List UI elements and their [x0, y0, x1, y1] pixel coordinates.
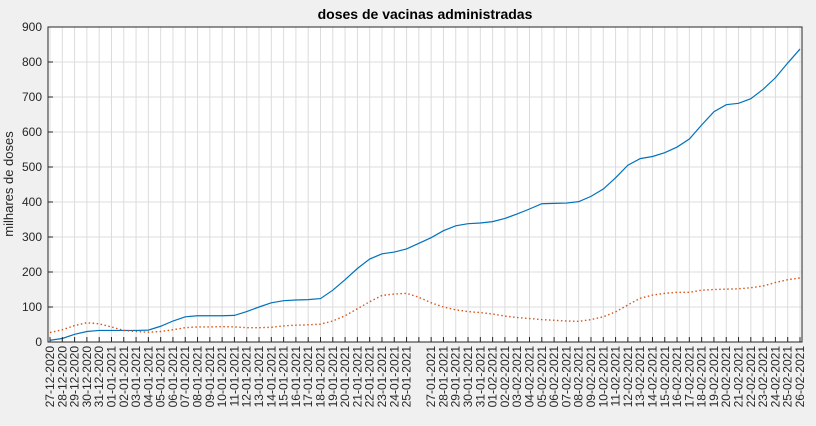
- x-tick-label: 12-02-2021: [621, 346, 635, 408]
- x-tick-label: 19-02-2021: [707, 346, 721, 408]
- x-tick-label: 11-01-2021: [227, 346, 241, 407]
- x-tick-label: 13-01-2021: [252, 346, 266, 408]
- x-tick-label: 28-12-2020: [55, 346, 69, 408]
- x-tick-label: 23-02-2021: [756, 346, 770, 408]
- x-tick-label: 18-01-2021: [313, 346, 327, 408]
- x-tick-label: 02-01-2021: [117, 346, 131, 408]
- y-tick-label: 700: [22, 90, 42, 104]
- plot-area: [48, 27, 802, 342]
- x-tick-label: 15-02-2021: [658, 346, 672, 408]
- tick-marks: [48, 26, 801, 343]
- x-tick-label: 15-01-2021: [277, 346, 291, 408]
- x-tick-label: 29-12-2020: [68, 346, 82, 408]
- y-tick-label: 300: [22, 230, 42, 244]
- x-tick-label: 18-02-2021: [695, 346, 709, 408]
- x-tick-label: 27-12-2020: [43, 346, 57, 408]
- x-tick-label: 31-01-2021: [473, 346, 487, 408]
- x-tick-label: 27-01-2021: [424, 346, 438, 408]
- x-tick-label: 13-02-2021: [633, 346, 647, 408]
- x-tick-label: 04-01-2021: [141, 346, 155, 408]
- x-tick-label: 08-01-2021: [191, 346, 205, 408]
- x-tick-label: 07-01-2021: [178, 346, 192, 408]
- x-tick-label: 30-12-2020: [80, 346, 94, 408]
- x-tick-label: 20-01-2021: [338, 346, 352, 408]
- x-tick-label: 12-01-2021: [240, 346, 254, 408]
- x-tick-label: 11-02-2021: [609, 346, 623, 407]
- x-tick-label: 05-02-2021: [535, 346, 549, 408]
- x-tick-label: 22-02-2021: [744, 346, 758, 408]
- x-tick-label: 04-02-2021: [523, 346, 537, 408]
- series-0-line: [49, 48, 801, 341]
- y-tick-label: 100: [22, 300, 42, 314]
- y-tick-label: 600: [22, 125, 42, 139]
- plot-frame: [47, 26, 803, 343]
- chart-title: doses de vacinas administradas: [318, 6, 533, 22]
- x-tick-label: 22-01-2021: [363, 346, 377, 408]
- y-axis-label: milhares de doses: [1, 131, 16, 237]
- x-tick-label: 24-01-2021: [387, 346, 401, 408]
- y-tick-label: 800: [22, 55, 42, 69]
- series-layer: [49, 48, 801, 341]
- x-tick-label: 16-01-2021: [289, 346, 303, 408]
- x-tick-label: 08-02-2021: [572, 346, 586, 408]
- x-tick-label: 25-01-2021: [400, 346, 414, 408]
- x-tick-label: 17-02-2021: [682, 346, 696, 408]
- x-tick-label: 06-01-2021: [166, 346, 180, 408]
- x-tick-label: 17-01-2021: [301, 346, 315, 408]
- x-tick-label: 03-01-2021: [129, 346, 143, 408]
- x-tick-label: 10-01-2021: [215, 346, 229, 408]
- x-tick-label: 03-02-2021: [510, 346, 524, 408]
- x-tick-label: 26-02-2021: [793, 346, 807, 408]
- x-tick-label: 14-01-2021: [264, 346, 278, 408]
- y-tick-label: 500: [22, 160, 42, 174]
- x-tick-label: 09-02-2021: [584, 346, 598, 408]
- y-tick-label: 900: [22, 20, 42, 34]
- x-tick-label: 01-02-2021: [486, 346, 500, 408]
- y-tick-labels: 0 100 200 300 400 500 600 700 800 900: [22, 20, 42, 349]
- x-tick-label: 31-12-2020: [92, 346, 106, 408]
- x-tick-label: 10-02-2021: [596, 346, 610, 408]
- y-tick-label: 200: [22, 265, 42, 279]
- x-tick-label: 21-01-2021: [350, 346, 364, 408]
- x-tick-label: 02-02-2021: [498, 346, 512, 408]
- x-tick-labels: 27-12-202028-12-202029-12-202030-12-2020…: [43, 346, 807, 408]
- x-tick-label: 25-02-2021: [781, 346, 795, 408]
- x-tick-label: 07-02-2021: [559, 346, 573, 408]
- x-tick-label: 16-02-2021: [670, 346, 684, 408]
- x-tick-label: 20-02-2021: [719, 346, 733, 408]
- x-tick-label: 28-01-2021: [436, 346, 450, 408]
- x-tick-label: 21-02-2021: [732, 346, 746, 408]
- x-tick-label: 30-01-2021: [461, 346, 475, 408]
- y-tick-label: 0: [35, 335, 42, 349]
- x-tick-label: 06-02-2021: [547, 346, 561, 408]
- y-tick-label: 400: [22, 195, 42, 209]
- x-tick-label: 05-01-2021: [154, 346, 168, 408]
- x-tick-label: 09-01-2021: [203, 346, 217, 408]
- x-tick-label: 24-02-2021: [768, 346, 782, 408]
- x-tick-label: 01-01-2021: [104, 346, 118, 408]
- x-tick-label: 19-01-2021: [326, 346, 340, 408]
- x-tick-label: 29-01-2021: [449, 346, 463, 408]
- x-tick-label: 23-01-2021: [375, 346, 389, 408]
- x-tick-label: 14-02-2021: [645, 346, 659, 408]
